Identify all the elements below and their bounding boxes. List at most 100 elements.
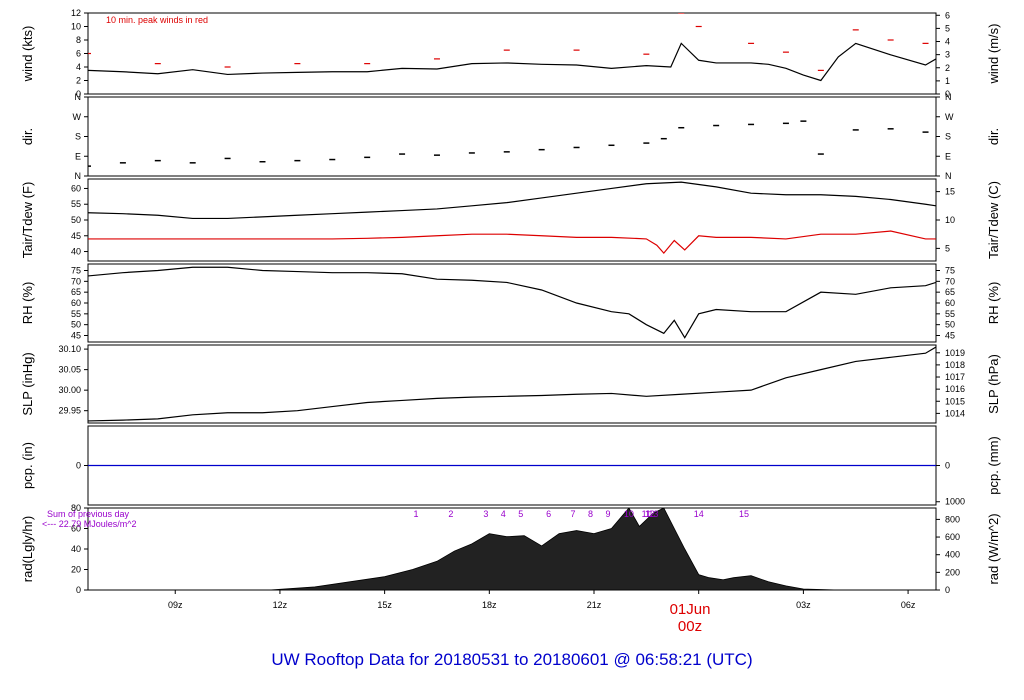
x-tick-label: 03z <box>796 600 811 610</box>
temp-y-tick-label: 45 <box>71 231 81 241</box>
rh-y-label: RH (%) <box>20 282 35 325</box>
rad-hour-mark: 7 <box>571 509 576 519</box>
dir-y-tick-label: N <box>75 92 82 102</box>
x-tick-label: 15z <box>377 600 392 610</box>
rad-right-tick-label: 1000 <box>945 497 965 507</box>
rad-hour-mark: 13 <box>648 509 658 519</box>
temp-y-label: Tair/Tdew (F) <box>20 182 35 259</box>
x-tick-label: 21z <box>587 600 602 610</box>
pcp-panel: pcp. (in) pcp. (mm) 0 0 <box>20 425 1001 506</box>
rad-right-tick-label: 600 <box>945 532 960 542</box>
wind-right-tick-label: 2 <box>945 63 950 73</box>
dir-plot-area <box>88 120 929 167</box>
rad-hour-mark: 10 <box>624 509 634 519</box>
wind-y-label-right: wind (m/s) <box>986 24 1001 85</box>
x-tick-label: 06z <box>901 600 916 610</box>
slp-right-tick-label: 1019 <box>945 348 965 358</box>
rh-y-tick-label: 75 <box>71 266 81 276</box>
wind-panel-frame <box>87 12 937 95</box>
temp-right-tick-label: 15 <box>945 187 955 197</box>
slp-right-tick-label: 1014 <box>945 408 965 418</box>
dir-right-tick-label: E <box>945 151 951 161</box>
wind-y-tick-label: 4 <box>76 62 81 72</box>
x-tick-label: 18z <box>482 600 497 610</box>
wind-series-wind-speed <box>88 42 936 82</box>
rad-y-tick-label: 80 <box>71 503 81 513</box>
slp-right-tick-label: 1018 <box>945 360 965 370</box>
rad-hour-mark: 6 <box>546 509 551 519</box>
temp-y-tick-label: 55 <box>71 199 81 209</box>
rad-annotation: Sum of previous day <box>47 509 130 519</box>
date-sublabel: 00z <box>678 618 702 635</box>
rh-right-tick-label: 55 <box>945 309 955 319</box>
slp-right-tick-label: 1016 <box>945 384 965 394</box>
wind-y-tick-label: 0 <box>76 89 81 99</box>
rh-y-tick-label: 70 <box>71 276 81 286</box>
dir-y-label: dir. <box>20 128 35 145</box>
dir-right-tick-label: S <box>945 132 951 142</box>
wind-y-tick-label: 2 <box>76 76 81 86</box>
rh-y-tick-label: 60 <box>71 298 81 308</box>
slp-panel: SLP (inHg) SLP (hPa) 29.95 30.00 30.05 30.10 1… <box>20 344 1001 424</box>
pcp-y-label: pcp. (in) <box>20 442 35 489</box>
dir-y-label-right: dir. <box>986 128 1001 145</box>
wind-plot-area <box>88 13 936 82</box>
wind-y-tick-label: 6 <box>76 49 81 59</box>
wind-right-tick-label: 3 <box>945 50 950 60</box>
rh-y-tick-label: 50 <box>71 320 81 330</box>
wind-y-tick-label: 10 <box>71 22 81 32</box>
temp-series-tdew <box>88 230 936 255</box>
rad-area <box>140 508 839 590</box>
rad-right-tick-label: 200 <box>945 567 960 577</box>
pcp-right-tick-label: 0 <box>945 461 950 471</box>
temp-right-tick-label: 5 <box>945 243 950 253</box>
wind-right-tick-label: 0 <box>945 89 950 99</box>
dir-right-tick-label: N <box>945 171 952 181</box>
rad-y-label: rad(Lgly/hr) <box>20 516 35 582</box>
dir-y-tick-label: E <box>75 151 81 161</box>
slp-y-tick-label: 29.95 <box>58 406 81 416</box>
rad-y-tick-label: 0 <box>76 585 81 595</box>
slp-y-tick-label: 30.10 <box>58 344 81 354</box>
rad-y-label-right: rad (W/m^2) <box>986 513 1001 584</box>
pcp-y-tick-label: 0 <box>76 461 81 471</box>
rad-hour-mark: 1 <box>414 509 419 519</box>
rad-hour-mark: 11 <box>642 509 651 519</box>
date-label: 01Jun <box>670 601 711 618</box>
dir-panel-frame <box>87 96 937 177</box>
rad-hour-mark: 4 <box>501 509 506 519</box>
rad-y-tick-label: 20 <box>71 565 81 575</box>
rh-right-tick-label: 70 <box>945 276 955 286</box>
rad-hour-mark: 2 <box>448 509 453 519</box>
temp-right-tick-label: 10 <box>945 215 955 225</box>
dir-right-tick-label: W <box>945 112 954 122</box>
temp-panel: Tair/Tdew (F) Tair/Tdew (C) 40 45 50 55 60 5 10 1… <box>20 178 1001 262</box>
rad-hour-mark: 15 <box>739 509 749 519</box>
dir-y-tick-label: S <box>75 132 81 142</box>
rad-hour-mark: 9 <box>605 509 610 519</box>
wind-y-tick-label: 12 <box>71 8 81 18</box>
temp-y-tick-label: 50 <box>71 215 81 225</box>
rad-y-tick-label: 40 <box>71 544 81 554</box>
rh-right-tick-label: 75 <box>945 266 955 276</box>
temp-series-tair <box>88 181 936 220</box>
rh-right-tick-label: 65 <box>945 287 955 297</box>
slp-y-tick-label: 30.00 <box>58 385 81 395</box>
rh-y-tick-label: 55 <box>71 309 81 319</box>
slp-panel-frame <box>87 344 937 424</box>
temp-y-tick-label: 40 <box>71 247 81 257</box>
rad-panel: rad(Lgly/hr) rad (W/m^2)02040608002004006… <box>20 497 1001 595</box>
slp-plot-area <box>88 346 936 422</box>
x-axis: 09z 12z 15z 18z 21z 03z 06z <box>168 590 916 610</box>
temp-plot-area <box>88 181 936 255</box>
wind-y-label: wind (kts) <box>20 26 35 83</box>
pcp-y-label-right: pcp. (mm) <box>986 436 1001 495</box>
rad-hour-mark: 14 <box>694 509 704 519</box>
rad-annotation-total: <--- 22.79 MJoules/m^2 <box>42 519 137 529</box>
slp-series-slp <box>88 346 936 422</box>
rad-right-tick-label: 800 <box>945 514 960 524</box>
wind-right-tick-label: 5 <box>945 23 950 33</box>
slp-right-tick-label: 1017 <box>945 372 965 382</box>
